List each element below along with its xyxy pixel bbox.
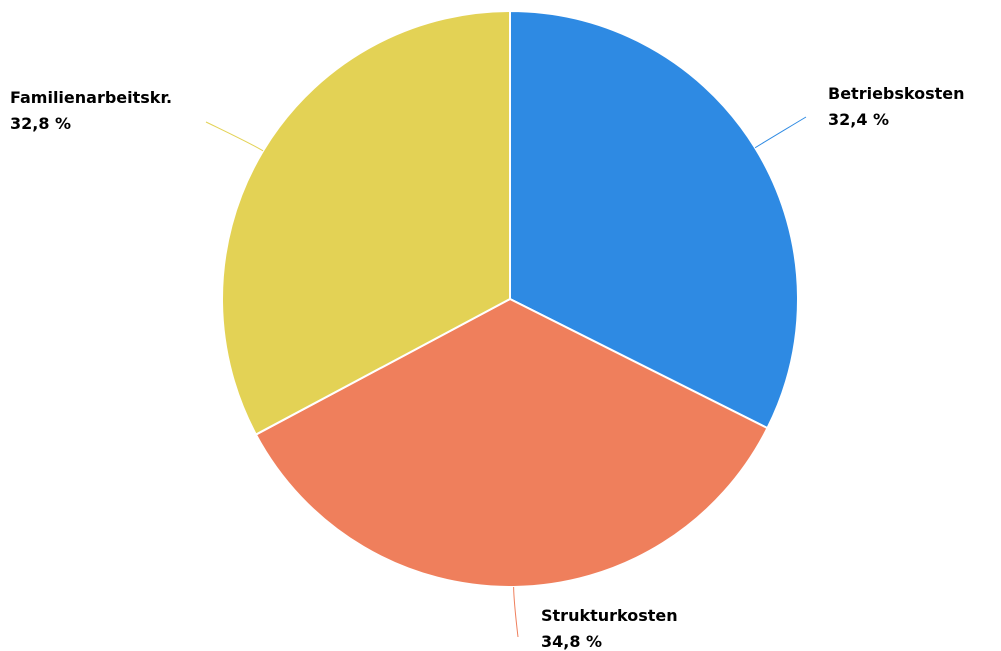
slice-value-betriebskosten: 32,4 % xyxy=(828,110,889,129)
slice-name-familienarbeitskr: Familienarbeitskr. xyxy=(10,88,172,107)
pie-slice-strukturkosten[interactable] xyxy=(254,298,769,588)
pie-slices xyxy=(221,10,799,588)
slice-name-betriebskosten: Betriebskosten xyxy=(828,84,965,103)
connector-betriebskosten xyxy=(754,116,807,149)
slice-value-familienarbeitskr: 32,8 % xyxy=(10,114,71,133)
label-connectors xyxy=(205,116,807,638)
slice-label-familienarbeitskr: Familienarbeitskr. 32,8 % xyxy=(10,88,178,133)
connector-familienarbeitskr xyxy=(205,121,264,152)
slice-name-strukturkosten: Strukturkosten xyxy=(541,606,678,625)
connector-strukturkosten xyxy=(513,586,519,638)
slice-label-strukturkosten: Strukturkosten 34,8 % xyxy=(541,606,683,651)
slice-value-strukturkosten: 34,8 % xyxy=(541,632,602,651)
slice-label-betriebskosten: Betriebskosten 32,4 % xyxy=(828,84,970,129)
pie-slice-betriebskosten[interactable] xyxy=(509,10,799,430)
